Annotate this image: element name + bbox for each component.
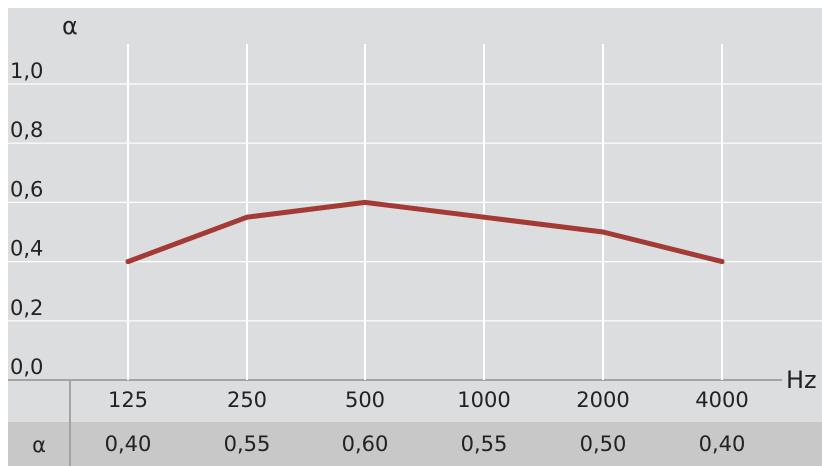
- table-value: 0,55: [224, 432, 271, 456]
- table-value: 0,55: [461, 432, 508, 456]
- data-point: [125, 259, 131, 265]
- series-layer: [125, 199, 725, 265]
- x-tick-labels: 125 250 500 1000 2000 4000: [108, 388, 749, 412]
- data-point: [362, 199, 368, 205]
- y-tick-label: 0,0: [10, 355, 43, 379]
- table-value: 0,50: [580, 432, 627, 456]
- x-axis-title: Hz: [786, 366, 817, 394]
- y-axis-title: α: [62, 12, 78, 40]
- table-value: 0,60: [342, 432, 389, 456]
- y-tick-label: 0,2: [10, 296, 43, 320]
- x-tick-label: 2000: [576, 388, 629, 412]
- x-tick-label: 125: [108, 388, 148, 412]
- y-tick-label: 1,0: [10, 59, 43, 83]
- table-row-background: [8, 422, 822, 466]
- y-tick-label: 0,8: [10, 118, 43, 142]
- plot-background: [8, 8, 822, 422]
- data-point: [481, 214, 487, 220]
- grid-lines: [8, 44, 822, 380]
- y-tick-labels: 0,0 0,2 0,4 0,6 0,8 1,0: [10, 59, 43, 379]
- data-point: [719, 259, 725, 265]
- series-line: [125, 199, 725, 265]
- data-point: [244, 214, 250, 220]
- table-value: 0,40: [699, 432, 746, 456]
- x-tick-label: 4000: [695, 388, 748, 412]
- y-tick-label: 0,6: [10, 177, 43, 201]
- x-tick-label: 1000: [457, 388, 510, 412]
- value-table: α 0,40 0,55 0,60 0,55 0,50 0,40: [32, 432, 745, 457]
- table-row-label: α: [32, 433, 46, 457]
- table-value: 0,40: [105, 432, 152, 456]
- x-tick-label: 250: [227, 388, 267, 412]
- y-tick-label: 0,4: [10, 237, 43, 261]
- x-tick-label: 500: [345, 388, 385, 412]
- data-point: [600, 229, 606, 235]
